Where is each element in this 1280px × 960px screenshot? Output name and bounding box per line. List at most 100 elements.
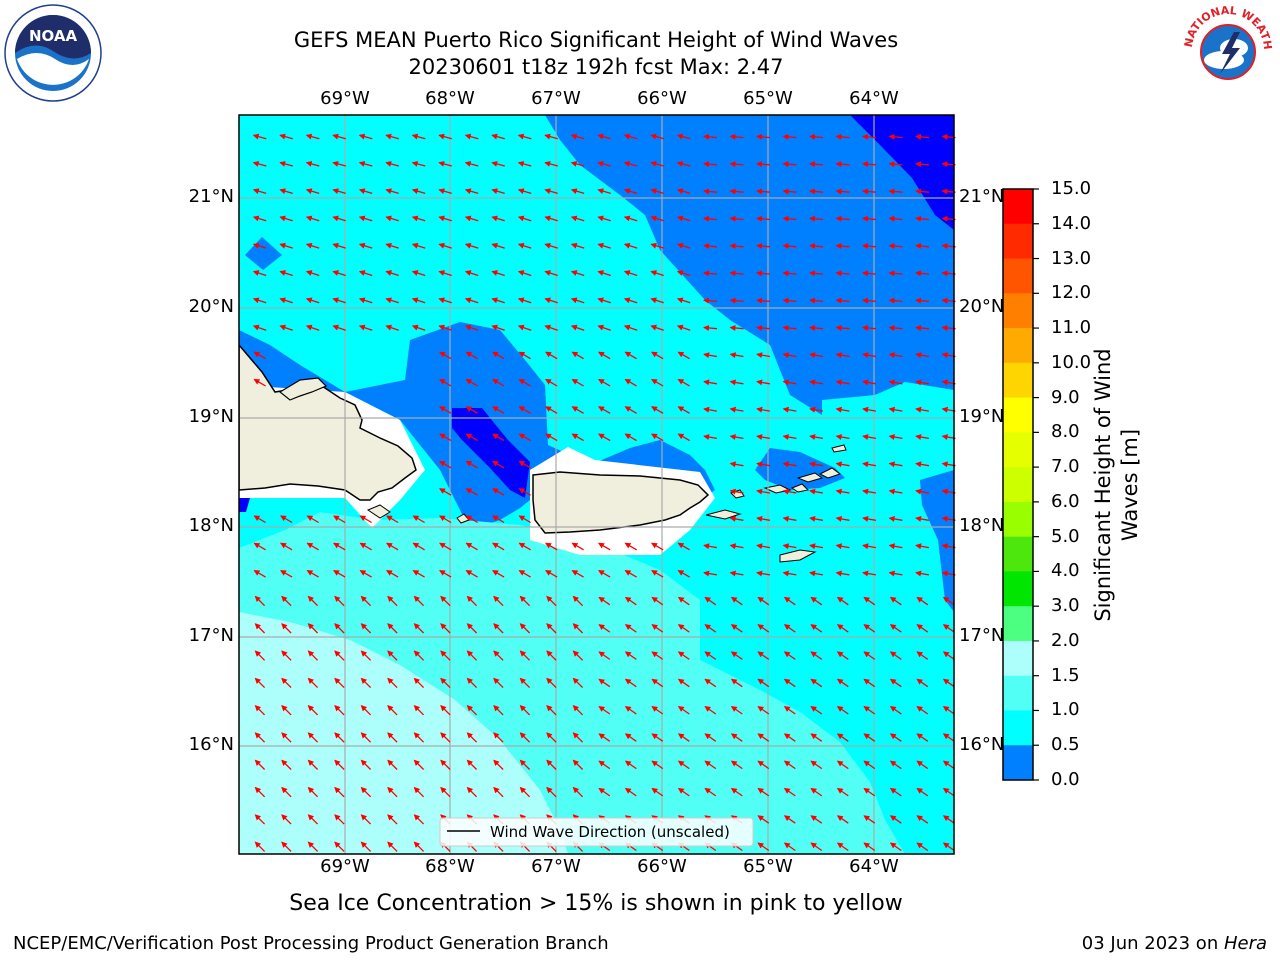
wave-direction-arrow xyxy=(809,188,824,195)
wave-direction-arrow xyxy=(915,188,930,195)
wave-direction-arrow xyxy=(916,706,929,715)
wave-direction-arrow xyxy=(281,650,292,661)
wave-direction-arrow xyxy=(307,677,319,689)
wave-direction-arrow xyxy=(464,215,479,222)
wave-direction-arrow xyxy=(597,324,611,331)
wave-direction-arrow xyxy=(756,270,771,277)
wave-direction-arrow xyxy=(491,242,505,249)
lon-label-top: 64°W xyxy=(849,88,899,109)
wave-direction-arrow xyxy=(835,543,850,550)
wave-direction-arrow xyxy=(623,188,638,195)
wave-direction-arrow xyxy=(598,570,611,578)
colorbar-tick-label: 14.0 xyxy=(1051,212,1092,234)
wave-direction-arrow xyxy=(623,270,638,277)
wave-direction-arrow xyxy=(782,488,797,495)
wave-direction-arrow xyxy=(598,351,611,360)
wave-direction-arrow xyxy=(598,733,611,742)
wave-direction-arrow xyxy=(942,760,955,770)
lon-label-bottom: 65°W xyxy=(743,856,793,877)
wave-direction-arrow xyxy=(597,161,611,167)
wave-direction-arrow xyxy=(863,706,876,715)
wave-direction-arrow xyxy=(438,297,452,304)
wave-direction-arrow xyxy=(465,488,478,496)
colorbar-tick-label: 4.0 xyxy=(1051,560,1080,582)
wave-direction-arrow xyxy=(810,842,823,852)
wave-direction-arrow xyxy=(306,515,319,524)
wave-direction-arrow xyxy=(598,433,611,442)
wave-direction-arrow xyxy=(572,704,584,716)
wave-direction-arrow xyxy=(491,324,505,331)
wave-direction-arrow xyxy=(517,270,532,277)
wave-direction-arrow xyxy=(624,433,637,442)
wave-direction-arrow xyxy=(889,733,902,742)
wave-direction-arrow xyxy=(466,786,478,798)
wave-direction-arrow xyxy=(650,188,664,195)
wave-direction-arrow xyxy=(305,133,320,140)
wave-direction-arrow xyxy=(334,732,345,743)
wave-direction-arrow xyxy=(439,351,452,360)
wave-direction-arrow xyxy=(916,760,929,770)
wave-direction-arrow xyxy=(333,515,346,524)
colorbar-tick-label: 7.0 xyxy=(1051,456,1080,478)
wave-direction-arrow xyxy=(810,815,823,824)
wave-direction-arrow xyxy=(385,324,399,331)
colorbar-tick-label: 13.0 xyxy=(1051,247,1092,269)
wave-direction-arrow xyxy=(729,434,744,441)
wave-direction-arrow xyxy=(440,786,451,798)
colorbar-tick-label: 3.0 xyxy=(1051,595,1080,617)
colorbar-tick-label: 6.0 xyxy=(1051,490,1080,512)
wave-direction-arrow xyxy=(863,787,876,797)
lat-label-left: 18°N xyxy=(188,515,234,536)
lat-label-right: 19°N xyxy=(959,406,1005,427)
wave-direction-arrow xyxy=(545,570,558,578)
wave-direction-arrow xyxy=(836,842,849,852)
wave-direction-arrow xyxy=(440,677,451,689)
wave-direction-arrow xyxy=(915,461,930,468)
wave-direction-arrow xyxy=(651,624,664,633)
colorbar-segment xyxy=(1003,675,1033,711)
map-title: GEFS MEAN Puerto Rico Significant Height… xyxy=(293,28,899,52)
wave-direction-arrow xyxy=(862,570,877,577)
wave-direction-arrow xyxy=(252,297,267,304)
wave-direction-arrow xyxy=(730,596,743,606)
wave-direction-arrow xyxy=(783,733,796,742)
wave-direction-arrow xyxy=(440,623,451,634)
wave-direction-arrow xyxy=(835,297,850,304)
wave-direction-arrow xyxy=(279,270,293,277)
wave-direction-arrow xyxy=(756,324,771,331)
lat-label-right: 18°N xyxy=(959,515,1005,536)
wave-band-0-0-5-mona xyxy=(452,408,530,498)
wave-direction-arrow xyxy=(729,243,744,250)
wave-direction-arrow xyxy=(332,297,346,304)
wave-direction-arrow xyxy=(862,379,877,386)
wave-direction-arrow xyxy=(863,760,876,770)
wave-direction-arrow xyxy=(729,543,744,550)
wave-direction-arrow xyxy=(703,324,718,331)
wave-direction-arrow xyxy=(783,787,796,797)
wave-direction-arrow xyxy=(916,596,929,606)
wave-direction-arrow xyxy=(464,270,479,277)
wave-direction-arrow xyxy=(492,570,505,578)
wave-direction-arrow xyxy=(915,543,930,550)
wave-direction-arrow xyxy=(358,215,373,222)
wave-direction-arrow xyxy=(835,243,850,250)
wave-direction-arrow xyxy=(252,324,267,331)
wave-direction-arrow xyxy=(413,841,425,852)
sea-ice-note: Sea Ice Concentration > 15% is shown in … xyxy=(289,891,903,916)
wave-direction-arrow xyxy=(862,434,877,441)
wave-direction-arrow xyxy=(544,270,558,277)
wind-wave-legend: Wind Wave Direction (unscaled) xyxy=(439,817,754,847)
wave-direction-arrow xyxy=(888,352,903,359)
wave-direction-arrow xyxy=(413,704,425,716)
wave-direction-arrow xyxy=(386,542,399,551)
wave-direction-arrow xyxy=(518,406,531,414)
wave-direction-arrow xyxy=(281,841,292,852)
colorbar-segment xyxy=(1003,432,1033,468)
wave-direction-arrow xyxy=(438,215,452,222)
wave-direction-arrow xyxy=(307,704,319,716)
wave-direction-arrow xyxy=(492,488,505,496)
wave-direction-arrow xyxy=(889,706,902,715)
wave-direction-arrow xyxy=(756,161,771,168)
wave-direction-arrow xyxy=(386,515,399,524)
lon-label-bottom: 66°W xyxy=(637,856,687,877)
